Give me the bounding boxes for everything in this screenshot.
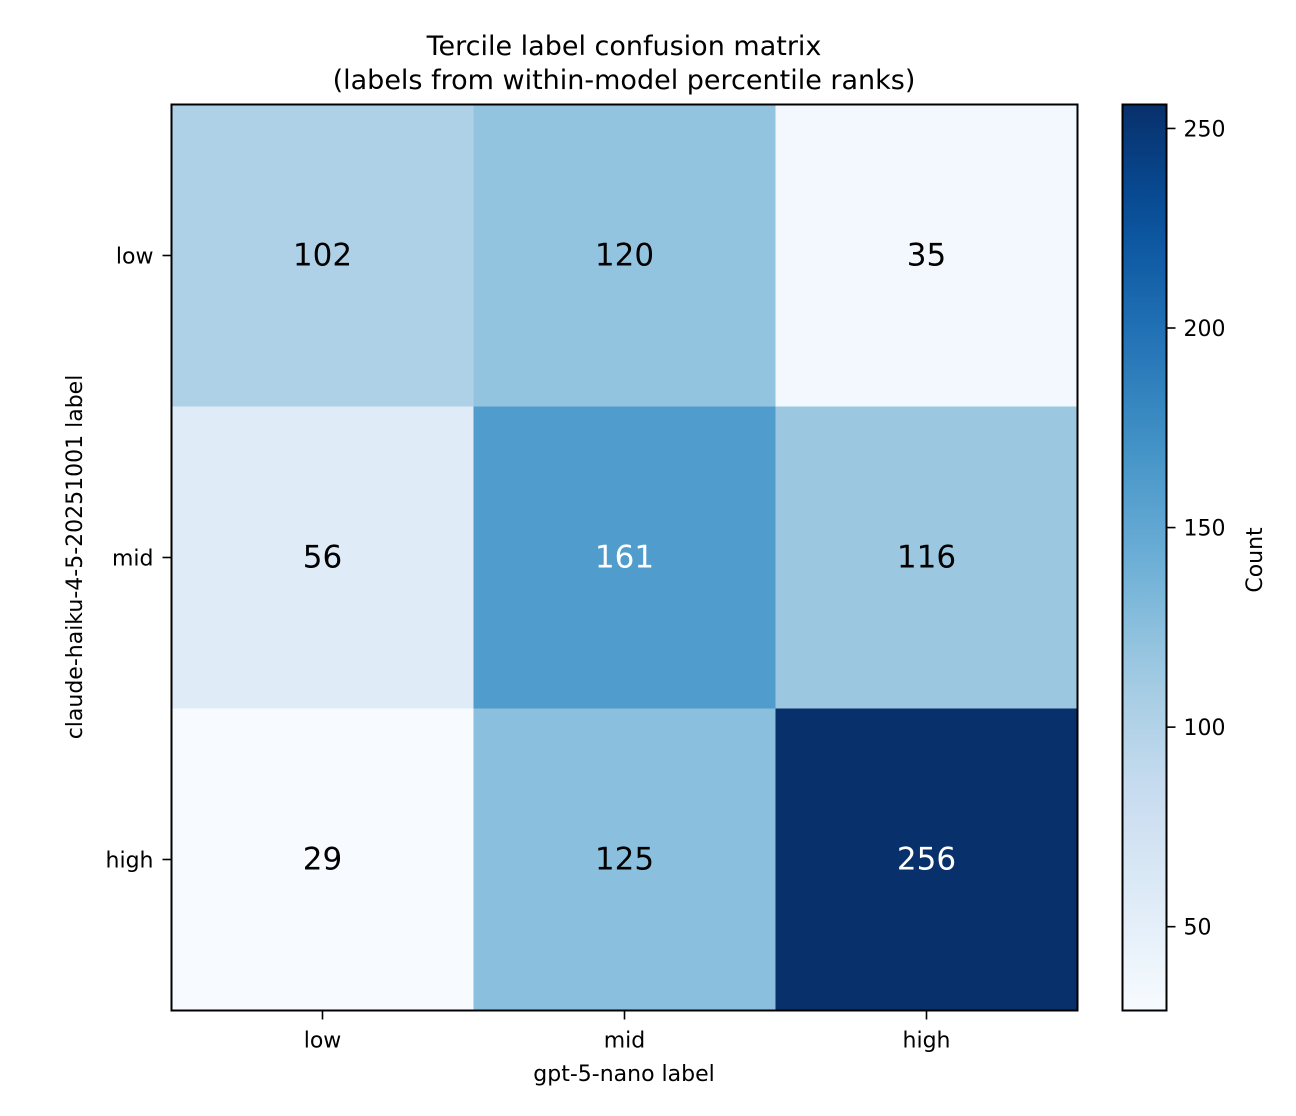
colorbar-tick-label: 150 <box>1184 517 1226 542</box>
y-tick-label: mid <box>112 547 154 572</box>
x-axis-ticks: low mid high <box>304 1010 951 1054</box>
cell-value-label: 56 <box>303 540 342 576</box>
cell-value-label: 102 <box>293 238 352 274</box>
colorbar-tick-label: 200 <box>1184 317 1226 342</box>
cell-value-label: 29 <box>303 842 342 878</box>
heatmap-cell <box>171 104 475 408</box>
cell-value-label: 256 <box>897 842 956 878</box>
heatmap-cell <box>171 708 475 1012</box>
y-tick-label: high <box>106 849 154 874</box>
heatmap-cell <box>473 104 777 408</box>
x-tick-label: low <box>304 1029 342 1054</box>
cell-value-label: 125 <box>595 842 654 878</box>
colorbar <box>1121 103 1168 1012</box>
heatmap-cell <box>775 708 1079 1012</box>
heatmap-cells <box>171 104 1079 1012</box>
colorbar-tick-label: 250 <box>1184 117 1226 142</box>
cell-value-label: 116 <box>897 540 956 576</box>
cell-value-label: 120 <box>595 238 654 274</box>
heatmap-cell <box>473 708 777 1012</box>
chart-title: Tercile label confusion matrix <box>426 31 822 62</box>
cell-value-label: 161 <box>595 540 654 576</box>
cell-value-label: 35 <box>907 238 946 274</box>
heatmap-cell-labels: 102 120 35 56 161 116 29 125 256 <box>293 238 956 878</box>
colorbar-ticks: 50 100 150 200 250 <box>1166 117 1226 941</box>
heatmap-cell <box>473 406 777 710</box>
heatmap-cell <box>775 406 1079 710</box>
heatmap-cell <box>775 104 1079 408</box>
colorbar-label: Count <box>1243 527 1268 593</box>
y-axis-ticks: low mid high <box>106 245 172 874</box>
x-tick-label: high <box>903 1029 951 1054</box>
y-axis-label: claude-haiku-4-5-20251001 label <box>63 375 88 740</box>
y-tick-label: low <box>116 245 154 270</box>
chart-subtitle: (labels from within-model percentile ran… <box>333 65 916 96</box>
heatmap-cell <box>171 406 475 710</box>
colorbar-tick-label: 50 <box>1184 916 1212 941</box>
x-tick-label: mid <box>604 1029 646 1054</box>
colorbar-tick-label: 100 <box>1184 716 1226 741</box>
x-axis-label: gpt-5-nano label <box>533 1062 714 1087</box>
